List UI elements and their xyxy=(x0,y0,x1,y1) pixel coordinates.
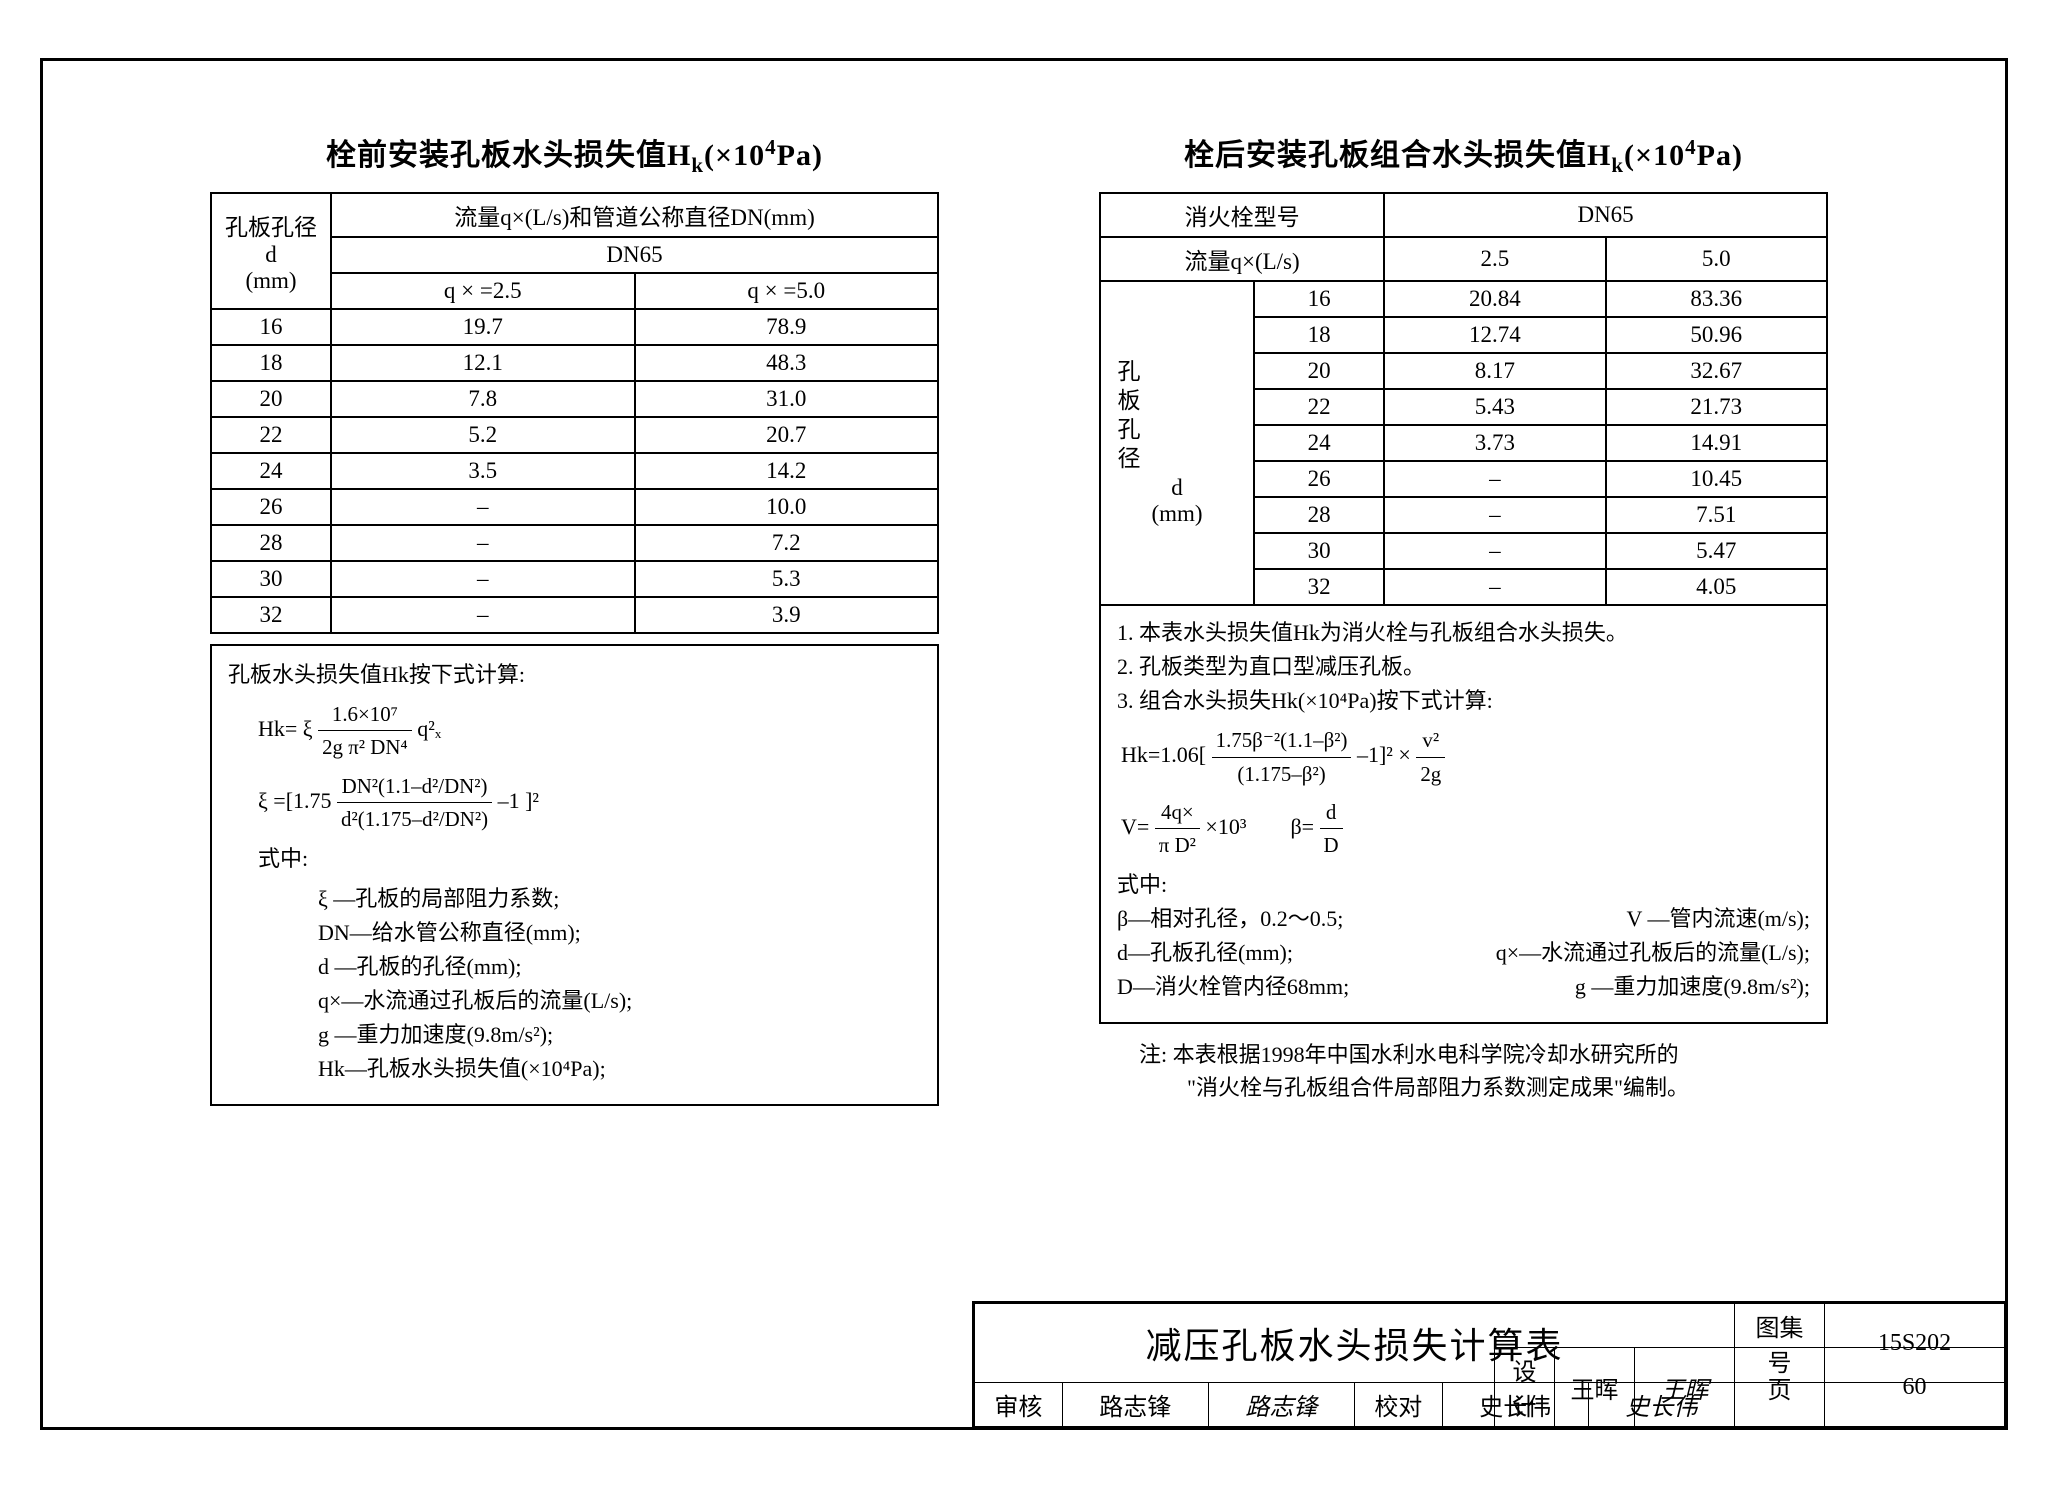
table-cell: 26 xyxy=(1254,461,1384,497)
definition-line: ξ —孔板的局部阻力系数; xyxy=(228,882,921,916)
table-cell: 48.3 xyxy=(635,345,939,381)
right-col25: 2.5 xyxy=(1384,237,1605,281)
table-cell: 20.7 xyxy=(635,417,939,453)
right-hydrant-label: 消火栓型号 xyxy=(1100,193,1384,237)
table-cell: 3.73 xyxy=(1384,425,1605,461)
table-cell: 28 xyxy=(1254,497,1384,533)
title-block: 减压孔板水头损失计算表 图集号 15S202 审核 路志锋 路志锋 校对 史长伟… xyxy=(972,1301,2005,1427)
content-area: 栓前安装孔板水头损失值Hk(×104Pa) 孔板孔径 d (mm) 流量q×(L… xyxy=(90,90,1958,1328)
table-cell: – xyxy=(1384,569,1605,605)
table-cell: 19.7 xyxy=(331,309,635,345)
table-cell: – xyxy=(1384,497,1605,533)
table-cell: 16 xyxy=(1254,281,1384,317)
table-cell: 32.67 xyxy=(1606,353,1827,389)
table-cell: 10.0 xyxy=(635,489,939,525)
table-cell: 8.17 xyxy=(1384,353,1605,389)
table-row: 孔板孔径d(mm)1620.8483.36 xyxy=(1100,281,1827,317)
left-d-label: 孔板孔径 xyxy=(220,208,322,242)
table-cell: 22 xyxy=(211,417,331,453)
table-cell: 22 xyxy=(1254,389,1384,425)
table-cell: 18 xyxy=(211,345,331,381)
table-row: 30–5.3 xyxy=(211,561,938,597)
table-cell: – xyxy=(331,525,635,561)
table-cell: 24 xyxy=(211,453,331,489)
table-cell: 12.74 xyxy=(1384,317,1605,353)
left-table: 孔板孔径 d (mm) 流量q×(L/s)和管道公称直径DN(mm) DN65 … xyxy=(210,192,939,634)
table-cell: 5.2 xyxy=(331,417,635,453)
table-cell: 32 xyxy=(211,597,331,633)
right-dn: DN65 xyxy=(1384,193,1827,237)
table-row: 32–3.9 xyxy=(211,597,938,633)
table-cell: 10.45 xyxy=(1606,461,1827,497)
definition-line: Hk—孔板水头损失值(×10⁴Pa); xyxy=(228,1052,921,1086)
table-cell: 20.84 xyxy=(1384,281,1605,317)
table-cell: – xyxy=(331,561,635,597)
table-cell: – xyxy=(1384,461,1605,497)
table-cell: 14.91 xyxy=(1606,425,1827,461)
table-cell: 12.1 xyxy=(331,345,635,381)
right-formula-block: 1. 本表水头损失值Hk为消火栓与孔板组合水头损失。 2. 孔板类型为直口型减压… xyxy=(1099,604,1828,1024)
table-cell: 20 xyxy=(211,381,331,417)
table-cell: 24 xyxy=(1254,425,1384,461)
left-col-q25: q × =2.5 xyxy=(331,273,635,309)
table-cell: 31.0 xyxy=(635,381,939,417)
table-cell: – xyxy=(331,489,635,525)
table-cell: 32 xyxy=(1254,569,1384,605)
right-table: 消火栓型号 DN65 流量q×(L/s) 2.5 5.0 孔板孔径d(mm)16… xyxy=(1099,192,1828,606)
table-row: 1619.778.9 xyxy=(211,309,938,345)
table-row: 26–10.0 xyxy=(211,489,938,525)
table-cell: 26 xyxy=(211,489,331,525)
definition-line: DN—给水管公称直径(mm); xyxy=(228,916,921,950)
right-footnote: 注: 本表根据1998年中国水利水电科学院冷却水研究所的 "消火栓与孔板组合件局… xyxy=(1099,1038,1828,1104)
table-cell: 7.2 xyxy=(635,525,939,561)
left-q-header: 流量q×(L/s)和管道公称直径DN(mm) xyxy=(331,193,938,237)
left-formula-block: 孔板水头损失值Hk按下式计算: Hk= ξ 1.6×10⁷2g π² DN⁴ q… xyxy=(210,644,939,1106)
table-cell: 3.5 xyxy=(331,453,635,489)
table-cell: 30 xyxy=(1254,533,1384,569)
left-formula-intro: 孔板水头损失值Hk按下式计算: xyxy=(228,658,921,692)
table-cell: 3.9 xyxy=(635,597,939,633)
left-dn: DN65 xyxy=(331,237,938,273)
table-cell: 21.73 xyxy=(1606,389,1827,425)
right-flow-label: 流量q×(L/s) xyxy=(1100,237,1384,281)
table-row: 1812.148.3 xyxy=(211,345,938,381)
table-cell: 28 xyxy=(211,525,331,561)
table-cell: 5.43 xyxy=(1384,389,1605,425)
table-row: 225.220.7 xyxy=(211,417,938,453)
table-cell: 30 xyxy=(211,561,331,597)
table-cell: 18 xyxy=(1254,317,1384,353)
table-row: 207.831.0 xyxy=(211,381,938,417)
left-col-q50: q × =5.0 xyxy=(635,273,939,309)
table-cell: 78.9 xyxy=(635,309,939,345)
left-title: 栓前安装孔板水头损失值Hk(×104Pa) xyxy=(210,130,939,178)
right-column: 栓后安装孔板组合水头损失值Hk(×104Pa) 消火栓型号 DN65 流量q×(… xyxy=(1059,90,1958,1328)
drawing-sheet: 栓前安装孔板水头损失值Hk(×104Pa) 孔板孔径 d (mm) 流量q×(L… xyxy=(0,0,2048,1488)
table-cell: 14.2 xyxy=(635,453,939,489)
table-cell: 20 xyxy=(1254,353,1384,389)
table-cell: 7.8 xyxy=(331,381,635,417)
definition-line: g —重力加速度(9.8m/s²); xyxy=(228,1018,921,1052)
table-cell: – xyxy=(331,597,635,633)
table-cell: 5.47 xyxy=(1606,533,1827,569)
table-cell: 5.3 xyxy=(635,561,939,597)
definition-line: d —孔板的孔径(mm); xyxy=(228,950,921,984)
right-title: 栓后安装孔板组合水头损失值Hk(×104Pa) xyxy=(1099,130,1828,178)
left-d-sym: d xyxy=(220,242,322,268)
table-cell: – xyxy=(1384,533,1605,569)
table-cell: 83.36 xyxy=(1606,281,1827,317)
left-title-prefix: 栓前安装孔板水头损失值H xyxy=(326,139,691,172)
right-col50: 5.0 xyxy=(1606,237,1827,281)
table-row: 28–7.2 xyxy=(211,525,938,561)
definition-line: q×—水流通过孔板后的流量(L/s); xyxy=(228,984,921,1018)
table-cell: 7.51 xyxy=(1606,497,1827,533)
right-side-label: 孔板孔径d(mm) xyxy=(1100,281,1254,605)
left-column: 栓前安装孔板水头损失值Hk(×104Pa) 孔板孔径 d (mm) 流量q×(L… xyxy=(90,90,999,1328)
table-cell: 16 xyxy=(211,309,331,345)
left-d-unit: (mm) xyxy=(220,268,322,294)
left-where: 式中: xyxy=(228,842,921,876)
table-cell: 50.96 xyxy=(1606,317,1827,353)
table-row: 243.514.2 xyxy=(211,453,938,489)
table-cell: 4.05 xyxy=(1606,569,1827,605)
